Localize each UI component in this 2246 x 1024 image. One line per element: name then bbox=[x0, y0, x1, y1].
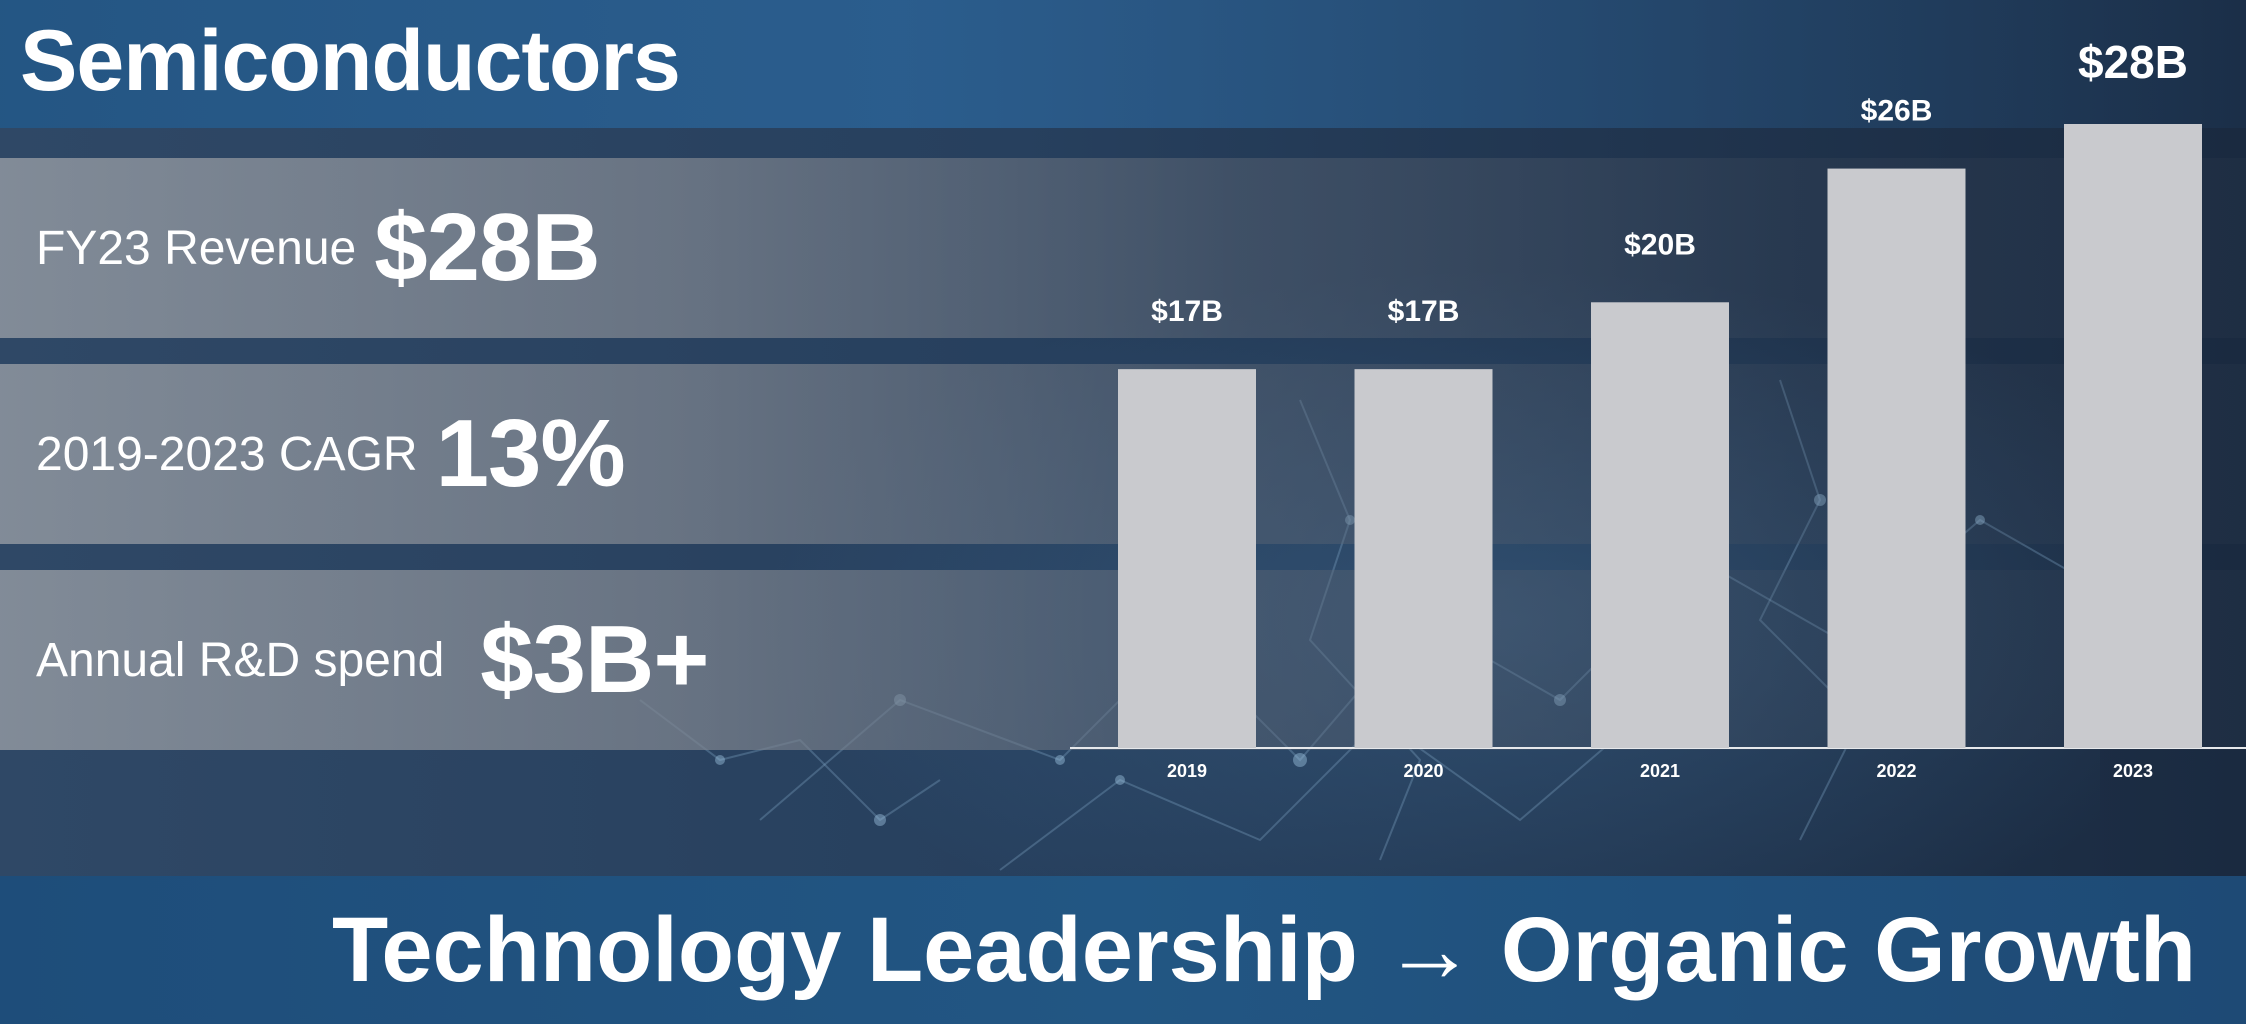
stat-rnd-value: $3B+ bbox=[480, 606, 709, 713]
stat-cagr-label: 2019-2023 CAGR bbox=[36, 427, 418, 481]
stat-rnd-label: Annual R&D spend bbox=[36, 633, 445, 687]
bar-2023 bbox=[2064, 124, 2202, 748]
tick-label-2020: 2020 bbox=[1403, 761, 1443, 781]
data-label-2019: $17B bbox=[1151, 295, 1223, 328]
data-label-2022: $26B bbox=[1861, 95, 1933, 128]
bar-2020 bbox=[1354, 369, 1493, 748]
bar-2022 bbox=[1827, 168, 1966, 749]
bar-2021 bbox=[1591, 302, 1729, 748]
tick-label-2022: 2022 bbox=[1876, 761, 1916, 781]
tick-label-2019: 2019 bbox=[1167, 761, 1207, 781]
bar-2019 bbox=[1118, 369, 1256, 748]
footer-band bbox=[0, 876, 2246, 1024]
stat-revenue-value: $28B bbox=[374, 194, 600, 301]
page-title: Semiconductors bbox=[20, 13, 681, 109]
stat-cagr: 2019-2023 CAGR 13% bbox=[36, 364, 626, 544]
tick-label-2023: 2023 bbox=[2113, 761, 2153, 781]
stat-rnd: Annual R&D spend $3B+ bbox=[36, 570, 709, 750]
header-band bbox=[0, 0, 2246, 128]
footer-tagline: Technology Leadership → Organic Growth bbox=[332, 899, 2197, 1001]
stat-revenue-label: FY23 Revenue bbox=[36, 221, 357, 275]
stat-cagr-value: 13% bbox=[435, 400, 626, 507]
data-label-2021: $20B bbox=[1624, 228, 1696, 261]
stat-revenue: FY23 Revenue $28B bbox=[36, 158, 601, 338]
data-label-2023: $28B bbox=[2078, 36, 2188, 88]
tick-label-2021: 2021 bbox=[1640, 761, 1680, 781]
data-label-2020: $17B bbox=[1388, 295, 1460, 328]
